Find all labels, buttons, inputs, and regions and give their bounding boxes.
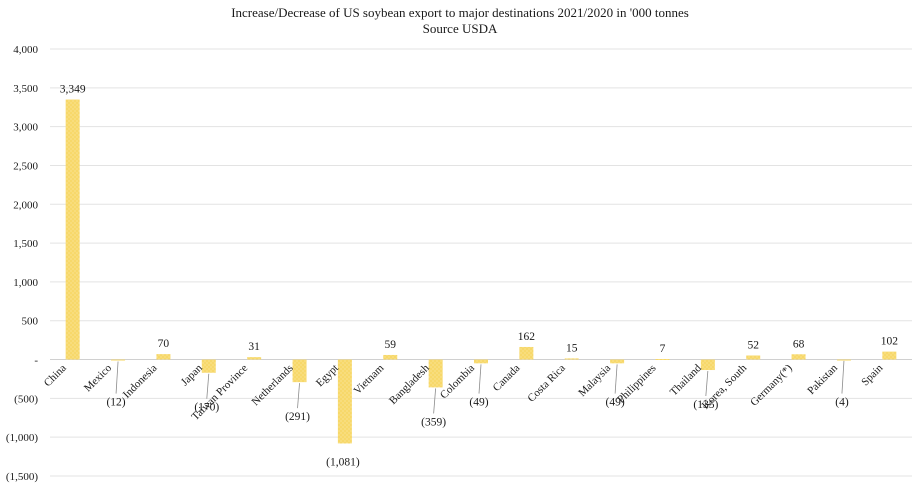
category-label: Thailand <box>668 362 704 398</box>
category-label: Pakistan <box>805 362 840 397</box>
data-label: 31 <box>248 341 260 353</box>
data-label: 3,349 <box>60 84 86 96</box>
data-label: (12) <box>106 397 125 409</box>
leader-line <box>297 383 300 409</box>
y-tick-label: (1,500) <box>6 471 38 483</box>
bar <box>564 358 579 360</box>
bar <box>882 351 897 360</box>
chart-title: Increase/Decrease of US soybean export t… <box>231 5 689 20</box>
y-tick-label: 2,500 <box>13 160 38 172</box>
category-label: Philippines <box>615 362 658 405</box>
data-label: (359) <box>421 416 446 428</box>
y-tick-label: 500 <box>22 316 39 328</box>
y-tick-label: 3,000 <box>13 122 38 134</box>
leader-line <box>705 370 709 397</box>
data-label: (49) <box>606 397 625 409</box>
category-label: Canada <box>491 362 523 394</box>
data-label: 162 <box>518 331 536 343</box>
data-label: (170) <box>194 402 219 414</box>
bar <box>746 355 761 360</box>
y-tick-label: 3,500 <box>13 83 38 95</box>
category-label: Japan <box>179 362 206 389</box>
category-label: Germany(*) <box>748 362 795 409</box>
data-label: (4) <box>835 397 849 409</box>
category-label: Indonesia <box>121 362 160 401</box>
data-label: (49) <box>469 397 488 409</box>
data-label: (291) <box>285 411 310 423</box>
leader-line <box>614 364 618 394</box>
bar <box>428 359 443 388</box>
bar <box>156 354 171 360</box>
bar <box>65 99 80 360</box>
data-label: (1,081) <box>326 456 360 468</box>
bar <box>337 359 352 444</box>
y-tick-label: 2,000 <box>13 199 38 211</box>
leader-line <box>841 360 845 394</box>
data-label: 59 <box>385 339 397 351</box>
category-label: Bangladesh <box>387 362 432 407</box>
category-label: Egypt <box>314 362 341 389</box>
leader-line <box>433 388 437 414</box>
bar <box>201 359 216 373</box>
data-label: 15 <box>566 342 578 354</box>
bar <box>791 354 806 360</box>
y-tick-label: 1,500 <box>13 238 38 250</box>
category-label: Mexico <box>82 362 115 395</box>
leader-line <box>115 361 119 394</box>
y-tick-label: 1,000 <box>13 277 38 289</box>
category-label: Netherlands <box>250 362 296 408</box>
data-label: 102 <box>881 336 899 348</box>
category-label: Vietnam <box>352 362 387 397</box>
category-label: Spain <box>859 362 886 389</box>
bar <box>700 359 715 371</box>
bar <box>655 359 670 361</box>
bar <box>292 359 307 383</box>
leader-line <box>478 364 482 394</box>
data-label: 70 <box>158 338 170 350</box>
category-label: Colombia <box>438 362 477 401</box>
leader-line <box>206 373 210 399</box>
bar <box>836 359 851 361</box>
category-label: Malaysia <box>576 362 613 399</box>
chart-subtitle: Source USDA <box>422 21 498 36</box>
bar <box>474 359 488 364</box>
y-tick-label: 4,000 <box>13 44 38 56</box>
data-label: 52 <box>747 340 759 352</box>
y-tick-label: (500) <box>14 393 38 405</box>
y-tick-label: (1,000) <box>6 432 38 444</box>
category-label: China <box>42 362 69 389</box>
data-label: 7 <box>660 343 666 355</box>
data-label: 68 <box>793 338 805 350</box>
y-tick-label: - <box>34 355 38 367</box>
bar <box>111 359 126 361</box>
bar <box>383 354 398 360</box>
bar <box>610 359 625 364</box>
bar <box>247 357 262 360</box>
data-label: (135) <box>693 399 718 411</box>
bar <box>519 346 534 360</box>
